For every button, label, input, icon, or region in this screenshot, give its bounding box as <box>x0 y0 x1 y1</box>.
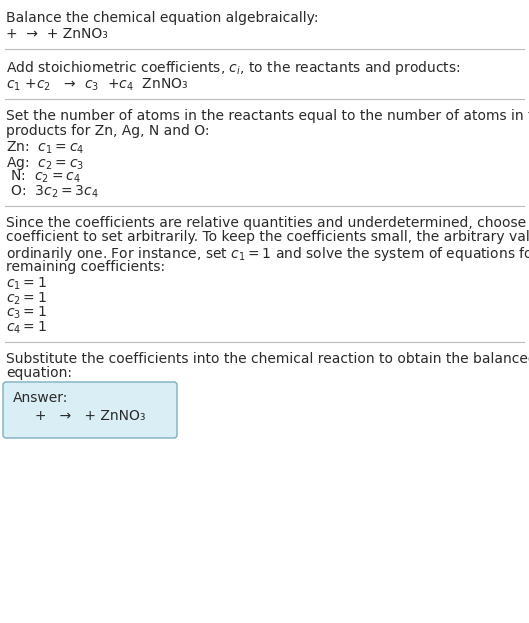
Text: Since the coefficients are relative quantities and underdetermined, choose a: Since the coefficients are relative quan… <box>6 216 529 230</box>
Text: $c_1$ +$c_2$   →  $c_3$  +$c_4$  ZnNO₃: $c_1$ +$c_2$ → $c_3$ +$c_4$ ZnNO₃ <box>6 77 188 93</box>
Text: coefficient to set arbitrarily. To keep the coefficients small, the arbitrary va: coefficient to set arbitrarily. To keep … <box>6 231 529 244</box>
Text: Add stoichiometric coefficients, $c_i$, to the reactants and products:: Add stoichiometric coefficients, $c_i$, … <box>6 59 461 77</box>
Text: $c_2 = 1$: $c_2 = 1$ <box>6 290 47 307</box>
FancyBboxPatch shape <box>3 382 177 438</box>
Text: O:  $3 c_2 = 3 c_4$: O: $3 c_2 = 3 c_4$ <box>6 184 99 200</box>
Text: products for Zn, Ag, N and O:: products for Zn, Ag, N and O: <box>6 123 209 138</box>
Text: $c_4 = 1$: $c_4 = 1$ <box>6 320 47 336</box>
Text: $c_1 = 1$: $c_1 = 1$ <box>6 276 47 292</box>
Text: Balance the chemical equation algebraically:: Balance the chemical equation algebraica… <box>6 11 318 25</box>
Text: $c_3 = 1$: $c_3 = 1$ <box>6 305 47 321</box>
Text: equation:: equation: <box>6 366 72 381</box>
Text: Substitute the coefficients into the chemical reaction to obtain the balanced: Substitute the coefficients into the che… <box>6 352 529 366</box>
Text: N:  $c_2 = c_4$: N: $c_2 = c_4$ <box>6 169 81 186</box>
Text: ordinarily one. For instance, set $c_1 = 1$ and solve the system of equations fo: ordinarily one. For instance, set $c_1 =… <box>6 245 529 263</box>
Text: Zn:  $c_1 = c_4$: Zn: $c_1 = c_4$ <box>6 140 84 156</box>
Text: Answer:: Answer: <box>13 391 68 405</box>
Text: Set the number of atoms in the reactants equal to the number of atoms in the: Set the number of atoms in the reactants… <box>6 109 529 123</box>
Text: +   →   + ZnNO₃: + → + ZnNO₃ <box>13 409 145 422</box>
Text: Ag:  $c_2 = c_3$: Ag: $c_2 = c_3$ <box>6 155 84 171</box>
Text: remaining coefficients:: remaining coefficients: <box>6 260 165 273</box>
Text: +  →  + ZnNO₃: + → + ZnNO₃ <box>6 27 108 40</box>
